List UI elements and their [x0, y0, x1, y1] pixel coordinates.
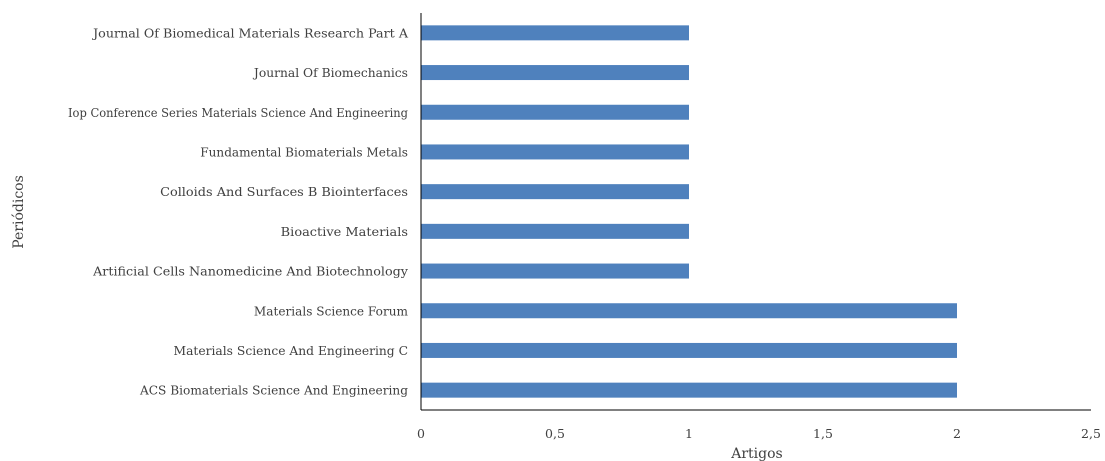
category-label: Materials Science Forum [254, 303, 408, 318]
x-tick-labels: 0 0,5 1 1,5 2 2,5 [417, 426, 1101, 441]
category-labels: Journal Of Biomedical Materials Research… [68, 25, 409, 397]
bar [421, 263, 689, 279]
category-label: Fundamental Biomaterials Metals [200, 144, 408, 159]
category-label: Journal Of Biomedical Materials Research… [91, 25, 409, 40]
bars-group [421, 25, 957, 398]
x-tick-label: 0 [417, 426, 425, 441]
y-axis-title: Periódicos [11, 175, 27, 249]
category-label: Artificial Cells Nanomedicine And Biotec… [92, 264, 409, 279]
x-tick-label: 0,5 [545, 426, 565, 441]
x-axis-title: Artigos [730, 446, 782, 461]
x-tick-label: 1,5 [813, 426, 833, 441]
bar [421, 65, 689, 81]
bar [421, 342, 957, 358]
category-label: Journal Of Biomechanics [252, 65, 408, 80]
bar [421, 104, 689, 120]
x-tick-label: 2,5 [1081, 426, 1101, 441]
bar [421, 223, 689, 239]
category-label: ACS Biomaterials Science And Engineering [139, 383, 408, 398]
category-label: Iop Conference Series Materials Science … [68, 105, 408, 120]
category-label: Materials Science And Engineering C [174, 343, 409, 358]
category-label: Bioactive Materials [281, 224, 408, 239]
bar [421, 382, 957, 398]
x-tick-label: 1 [685, 426, 693, 441]
bar [421, 303, 957, 319]
bar [421, 144, 689, 160]
category-label: Colloids And Surfaces B Biointerfaces [160, 184, 408, 199]
bar [421, 25, 689, 41]
x-tick-label: 2 [953, 426, 961, 441]
bar [421, 184, 689, 200]
